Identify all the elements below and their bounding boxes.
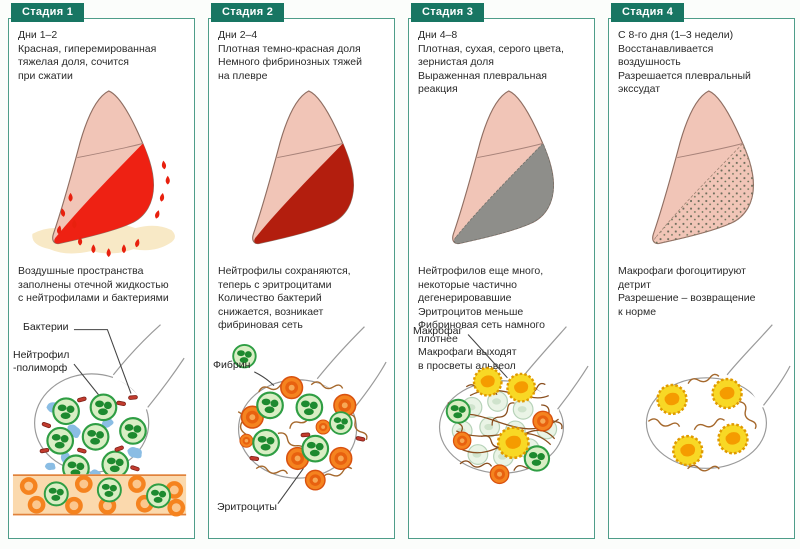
- stage-4-header: Стадия 4: [611, 3, 685, 22]
- stage-4-top-text: С 8-го дня (1–3 недели) Восстанавливаетс…: [618, 29, 751, 95]
- stage-4-panel: Стадия 4 С 8-го дня (1–3 недели) Восстан…: [608, 3, 795, 539]
- stage-2-mid-text: Нейтрофилы сохраняются, теперь с эритроц…: [218, 265, 351, 331]
- erythrocytes-label: Эритроциты: [217, 501, 277, 513]
- neutrophil-label: Нейтрофил -полиморф: [13, 349, 70, 374]
- stage-1-panel: Стадия 1 Дни 1–2 Красная, гиперемированн…: [8, 3, 195, 539]
- fissure-line: [477, 142, 544, 159]
- lung-lower-lobe-consolidated: [54, 143, 154, 244]
- macrophage-label: Макрофаг: [413, 325, 463, 337]
- fissure-line: [677, 142, 744, 159]
- lung-illustration-stage-1: [21, 83, 183, 259]
- alveolus-illustration-stage-1: Бактерии Нейтрофил -полиморф: [11, 319, 192, 534]
- lung-illustration-stage-2: [221, 83, 383, 259]
- alveolar-duct-lines: [726, 324, 791, 406]
- stage-2-panel: Стадия 2 Дни 2–4 Плотная темно-красная д…: [208, 3, 395, 539]
- stage-3-panel: Стадия 3 Дни 4–8 Плотная, сухая, серого …: [408, 3, 595, 539]
- alveolus-illustration-stage-3: Макрофаг: [411, 319, 592, 534]
- stage-2-header: Стадия 2: [211, 3, 285, 22]
- stage-1-header: Стадия 1: [11, 3, 85, 22]
- stage-3-header: Стадия 3: [411, 3, 485, 22]
- fissure-line: [77, 142, 144, 159]
- alveolus-illustration-stage-2: Фибрин Эритроциты: [211, 319, 392, 534]
- lung-illustration-stage-4: [621, 83, 783, 259]
- bacteria-label: Бактерии: [23, 321, 69, 333]
- alveolar-duct-lines: [112, 324, 185, 408]
- alveolus-illustration-stage-4: [611, 319, 792, 534]
- stage-3-mid-text: Нейтрофилов еще много, некоторые частичн…: [418, 265, 545, 372]
- stage-1-top-text: Дни 1–2 Красная, гиперемированная тяжела…: [18, 29, 157, 82]
- fissure-line: [277, 142, 344, 159]
- leader-lines: [467, 334, 508, 379]
- fibrin-label: Фибрин: [213, 359, 251, 371]
- stage-1-mid-text: Воздушные пространства заполнены отечной…: [18, 265, 169, 304]
- lung-lower-lobe-resolving: [653, 142, 754, 244]
- capillary-band: [12, 474, 187, 517]
- lung-lower-lobe-consolidated: [254, 143, 354, 244]
- leader-lines: [254, 371, 304, 505]
- stage-4-mid-text: Макрофаги фогоцитируют детрит Разрешение…: [618, 265, 756, 318]
- stage-2-top-text: Дни 2–4 Плотная темно-красная доля Немно…: [218, 29, 362, 82]
- stage-3-top-text: Дни 4–8 Плотная, сухая, серого цвета, зе…: [418, 29, 564, 95]
- lung-lower-lobe-consolidated: [453, 142, 554, 244]
- lung-illustration-stage-3: [421, 83, 583, 259]
